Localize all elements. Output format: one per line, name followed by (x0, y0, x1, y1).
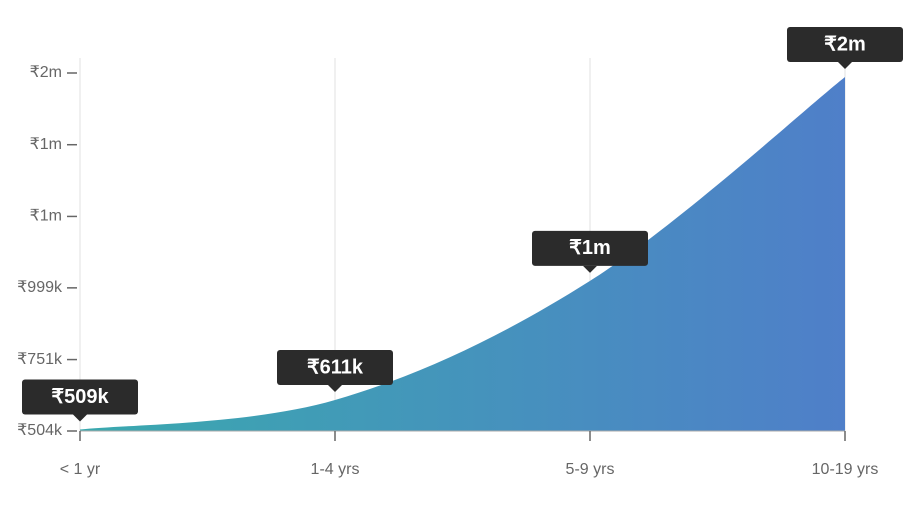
y-tick-label: ₹751k (17, 351, 63, 368)
callout-pointer (583, 265, 597, 273)
callout-box (532, 230, 648, 266)
y-tick-label: ₹1m (30, 136, 62, 153)
value-label: ₹1m (569, 237, 611, 259)
x-tick-label: < 1 yr (60, 461, 101, 478)
value-label: ₹611k (307, 356, 364, 378)
y-tick-label: ₹1m (30, 208, 62, 225)
value-callout: ₹509k (22, 379, 138, 422)
value-callout: ₹1m (532, 230, 648, 273)
callout-box (787, 27, 903, 63)
x-tick-label: 1-4 yrs (311, 461, 360, 478)
x-tick-label: 10-19 yrs (812, 461, 879, 478)
area (80, 77, 845, 431)
value-label: ₹2m (824, 33, 866, 55)
callout-pointer (73, 414, 87, 422)
x-tick-label: 5-9 yrs (566, 461, 615, 478)
value-callout: ₹2m (787, 27, 903, 70)
callout-pointer (838, 62, 852, 70)
y-tick-label: ₹504k (17, 422, 63, 439)
callout-box (22, 379, 138, 415)
value-callout: ₹611k (277, 350, 393, 393)
y-tick-label: ₹2m (30, 64, 62, 81)
callout-box (277, 350, 393, 386)
callout-pointer (328, 385, 342, 393)
y-tick-label: ₹999k (17, 279, 63, 296)
value-label: ₹509k (51, 386, 109, 408)
